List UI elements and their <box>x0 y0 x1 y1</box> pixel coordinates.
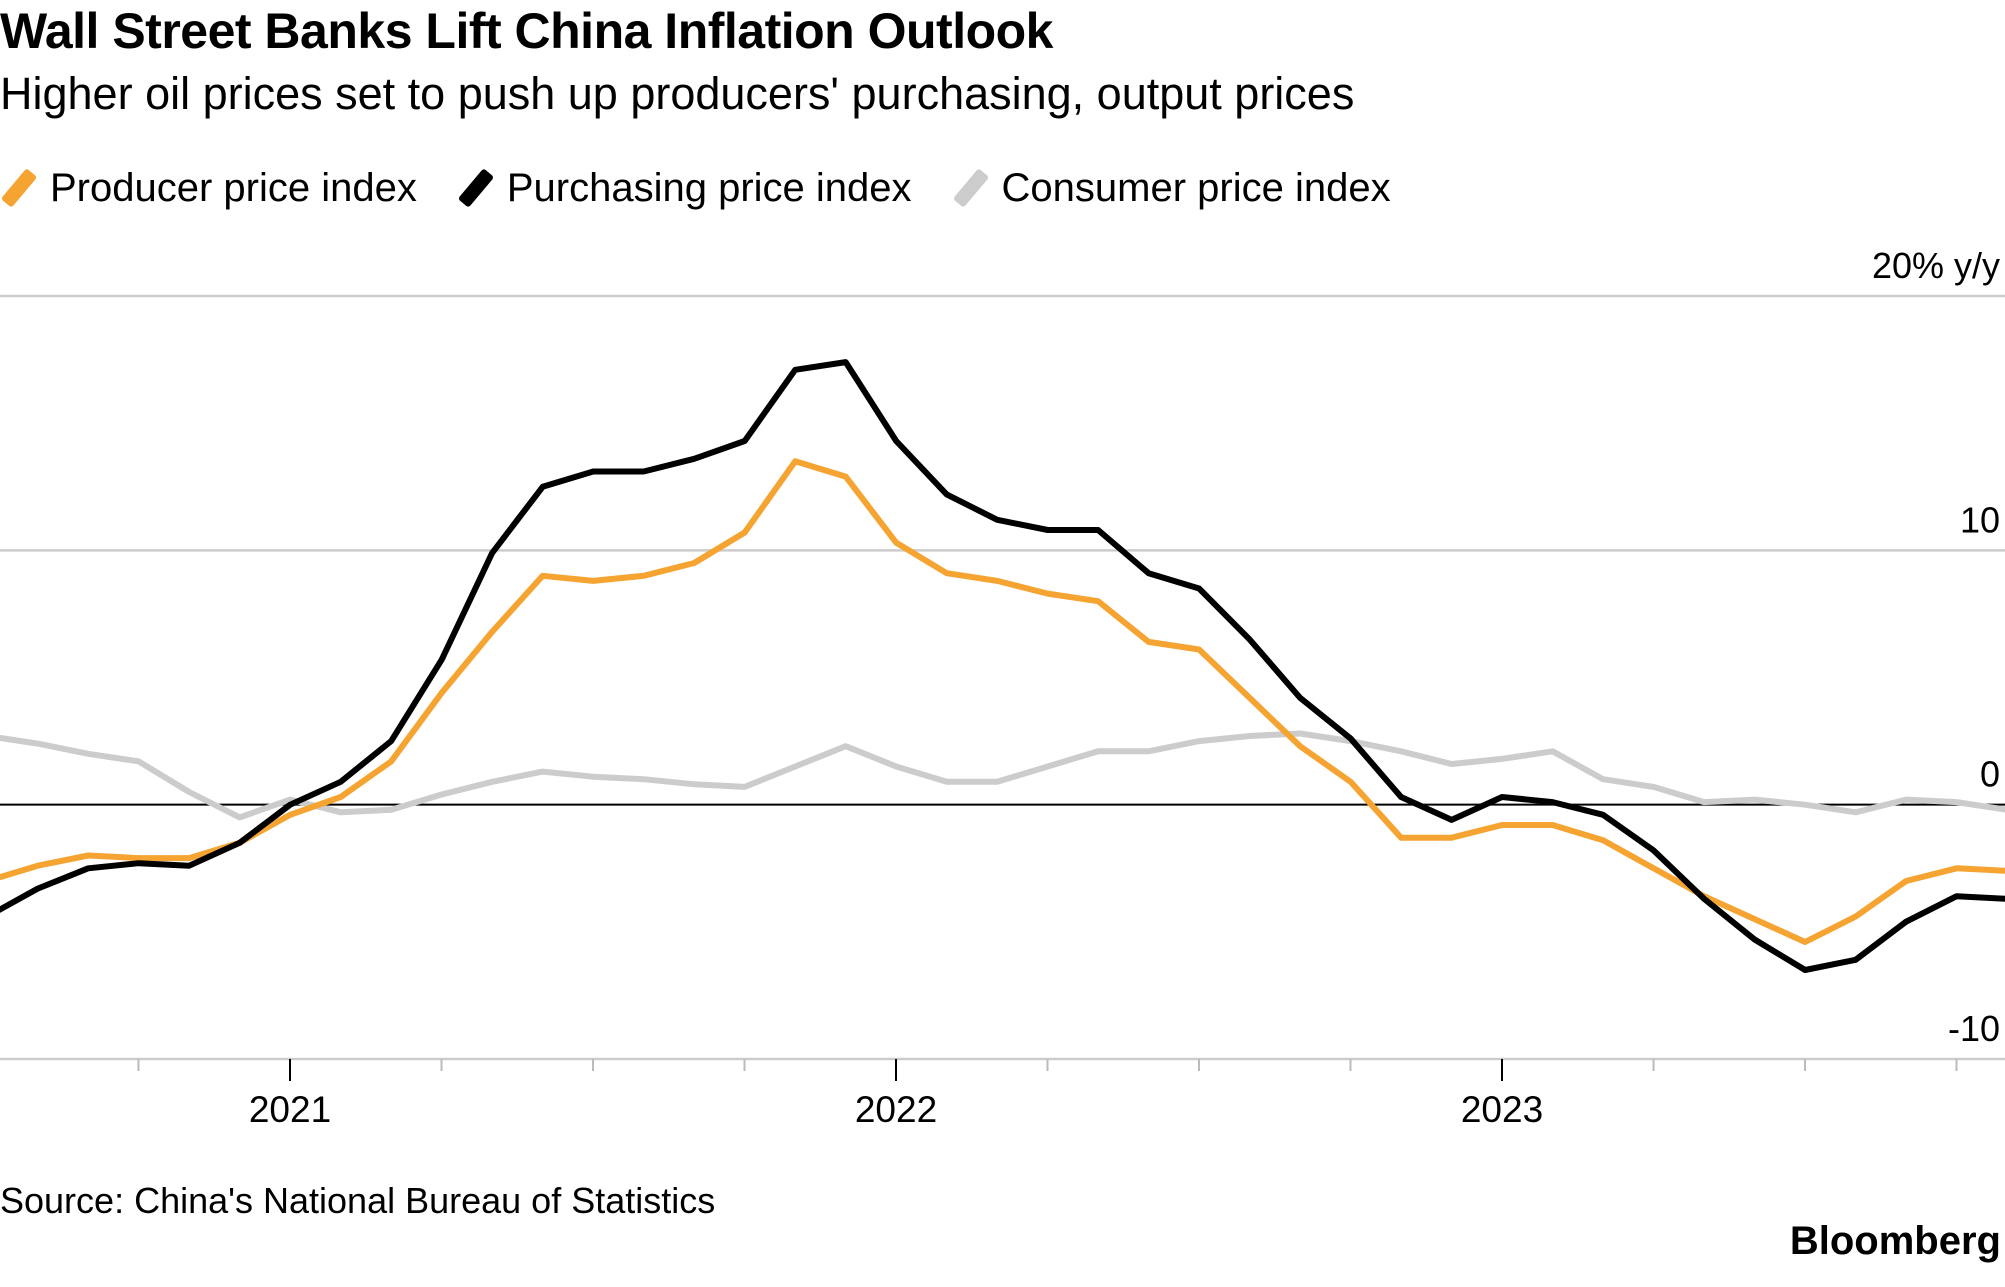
y-tick-label: -10 <box>1948 1008 2000 1049</box>
source-note: Source: China's National Bureau of Stati… <box>0 1180 716 1221</box>
legend-item-producer: Producer price index <box>0 166 417 211</box>
chart-subtitle: Higher oil prices set to push up produce… <box>0 68 1355 119</box>
series-line-producer-price-index <box>0 458 2005 945</box>
x-tick-label: 2022 <box>855 1089 937 1130</box>
x-tick-label: 2023 <box>1461 1089 1543 1130</box>
legend-item-purchasing: Purchasing price index <box>457 166 912 211</box>
legend-item-consumer: Consumer price index <box>952 166 1391 211</box>
y-tick-label: 0 <box>1980 754 2000 795</box>
chart-title: Wall Street Banks Lift China Inflation O… <box>0 3 1053 59</box>
series-line-consumer-price-index <box>0 730 2005 821</box>
bloomberg-logo: Bloomberg <box>1789 1219 2001 1263</box>
y-tick-label: 10 <box>1960 499 2000 540</box>
series-line-purchasing-price-index <box>0 359 2005 973</box>
legend: Producer price index Purchasing price in… <box>0 160 1431 216</box>
legend-label-consumer: Consumer price index <box>1001 165 1391 210</box>
legend-label-purchasing: Purchasing price index <box>506 165 912 210</box>
x-tick-label: 2021 <box>249 1089 331 1130</box>
y-tick-label: 20% y/y <box>1872 245 2000 286</box>
legend-label-producer: Producer price index <box>50 165 417 210</box>
